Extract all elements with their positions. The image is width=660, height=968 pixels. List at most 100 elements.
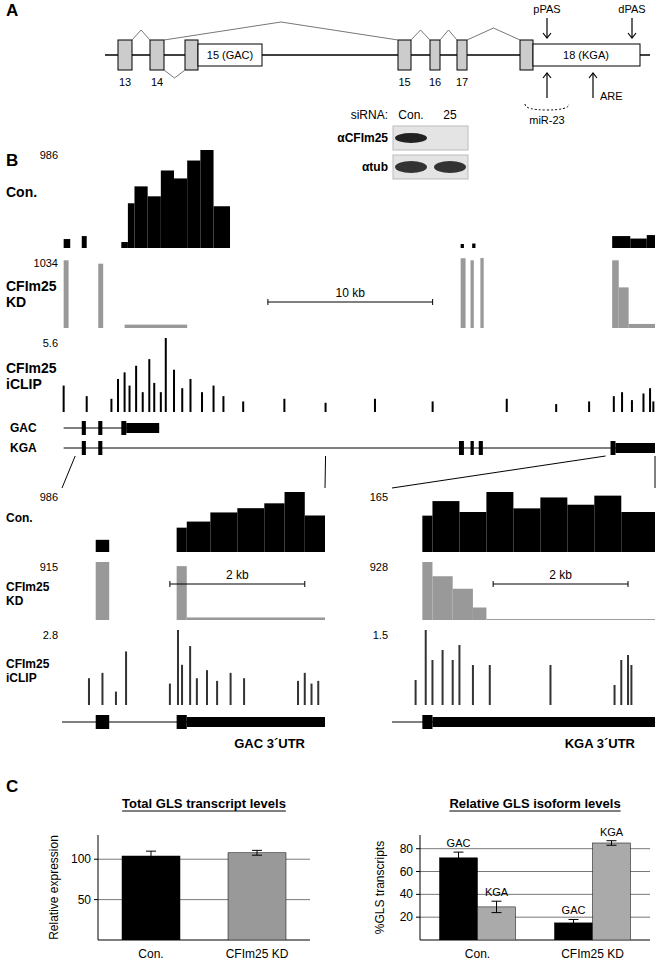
band [395, 133, 427, 143]
exon [520, 40, 533, 70]
line: CFIm25 [6, 580, 50, 594]
coverage [480, 258, 483, 328]
iclip-bar [588, 401, 590, 412]
tick [94, 899, 98, 900]
iclip-bar [458, 645, 460, 705]
coverage [161, 170, 174, 248]
track [422, 562, 655, 620]
track-scale: 5.6 [43, 337, 58, 349]
exon-number: 15 [398, 76, 410, 88]
coverage [567, 505, 594, 552]
exon [150, 40, 164, 70]
series-label: KGA [485, 886, 509, 898]
iclip-bar [165, 338, 167, 412]
band [395, 161, 427, 173]
iclip-bar [177, 630, 179, 705]
gene-name: GAC 3´UTR [234, 736, 305, 751]
iclip-bar [652, 401, 654, 412]
band [434, 161, 466, 173]
iclip-bar [63, 386, 65, 412]
iclip-bar [173, 370, 175, 412]
scale-label: 2 kb [549, 568, 572, 582]
tick [94, 859, 98, 860]
y-axis [98, 835, 99, 940]
iclip-bar [283, 399, 285, 412]
site-label: miR-23 [529, 114, 564, 126]
chart-title: Relative GLS isoform levels [449, 796, 620, 811]
exon [82, 441, 86, 455]
coverage [453, 589, 473, 620]
splice-junction [440, 30, 457, 40]
iclip-bar [181, 665, 183, 705]
iclip-bar [142, 392, 144, 412]
track [88, 630, 319, 705]
utr [615, 443, 655, 453]
iclip-bar [88, 678, 90, 705]
exon [479, 441, 483, 455]
iclip-bar [317, 681, 319, 705]
iclip-bar [631, 400, 633, 412]
exon [98, 421, 102, 435]
y-axis [420, 835, 421, 940]
tick [416, 917, 420, 918]
scale-label: 2 kb [226, 568, 249, 582]
scale-bar [170, 584, 305, 585]
iclip-bar [110, 399, 112, 412]
error-cap [569, 926, 579, 927]
track-name: CFIm25KD [6, 580, 50, 608]
arrowhead [589, 73, 597, 78]
panel-label: B [6, 151, 18, 170]
iclip-bar [311, 684, 313, 705]
figure: ABC15 (GAC)18 (KGA)1314151617pPASdPASmiR… [0, 0, 660, 968]
scale-cap [493, 581, 494, 587]
tick-label: 20 [400, 910, 414, 924]
track [96, 562, 325, 620]
coverage [305, 515, 325, 552]
splice-junction [411, 30, 430, 40]
coverage [134, 186, 147, 248]
bars [440, 841, 631, 940]
line: CFIm25 [6, 360, 57, 376]
iclip-bar [125, 651, 127, 705]
iclip-bar [489, 665, 491, 705]
panel-label: C [6, 777, 18, 796]
iclip-bar [472, 665, 474, 705]
error-cap [492, 912, 502, 913]
coverage [237, 508, 264, 552]
y-label: %GLS transcripts [373, 841, 387, 934]
utr [126, 423, 159, 433]
utr [432, 717, 655, 727]
coverage [422, 562, 432, 620]
exon [471, 441, 474, 455]
scale-cap [169, 581, 170, 587]
coverage [285, 492, 305, 552]
iclip-bar [613, 396, 615, 412]
iclip-bar [627, 655, 629, 705]
iclip-bar [201, 392, 203, 412]
track-name: CFIm25iCLIP [6, 657, 50, 685]
error-cap [454, 852, 464, 853]
tick [416, 894, 420, 895]
coverage [432, 576, 452, 620]
scale-label: 10 kb [336, 286, 366, 300]
line: CFIm25 [6, 657, 50, 671]
track-scale: 928 [370, 561, 388, 573]
arrowhead [543, 33, 551, 38]
iclip-bar [124, 372, 126, 412]
exon [177, 715, 187, 729]
coverage [64, 239, 71, 248]
splice-junction [164, 70, 185, 78]
iclip-bar [431, 660, 433, 705]
iclip-bar [86, 396, 88, 412]
exon [98, 441, 102, 455]
track-scale: 915 [40, 561, 58, 573]
intron [64, 448, 655, 449]
coverage [177, 528, 187, 552]
exon-utr [198, 44, 262, 66]
coverage [513, 508, 540, 552]
track [415, 630, 633, 705]
iclip-bar [115, 692, 117, 705]
error-cap [607, 840, 617, 841]
coverage [210, 512, 237, 552]
iclip-bar [506, 399, 508, 412]
